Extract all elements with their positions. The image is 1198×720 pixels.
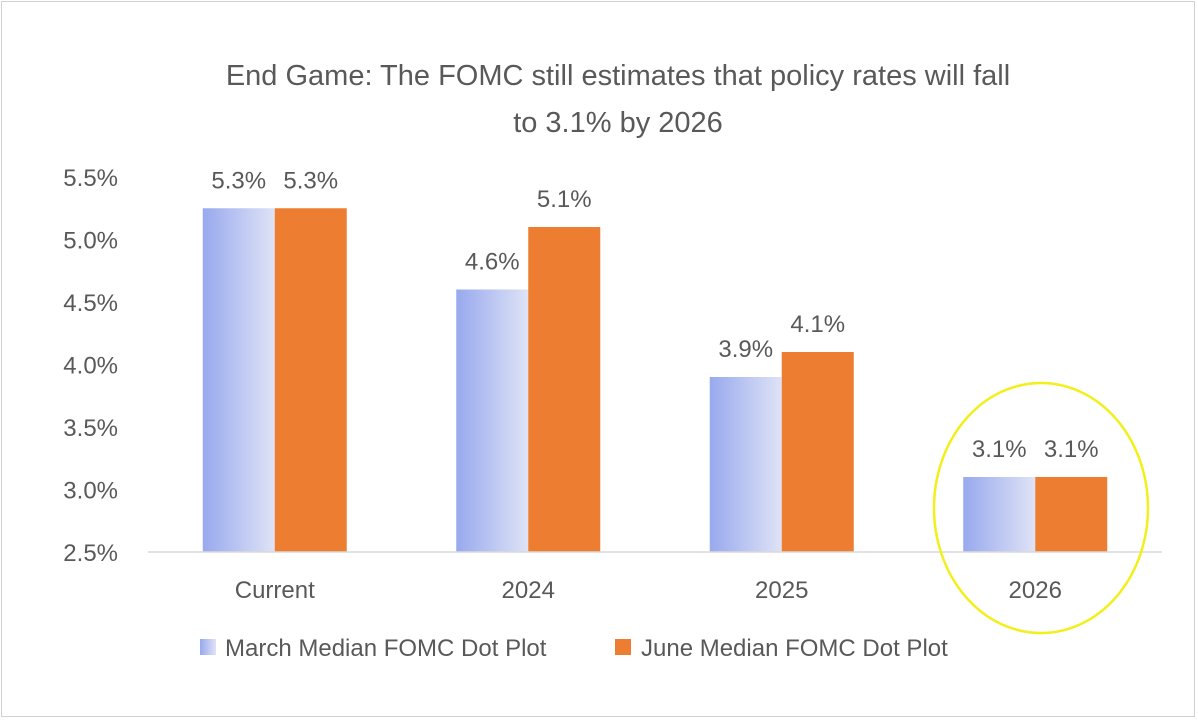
- legend-label-march: March Median FOMC Dot Plot: [225, 635, 547, 662]
- bar-june: [781, 352, 854, 552]
- legend-label-june: June Median FOMC Dot Plot: [641, 635, 948, 662]
- y-tick-label: 3.0%: [63, 478, 118, 505]
- bar-march: [202, 208, 275, 552]
- y-tick-label: 5.0%: [63, 228, 118, 255]
- highlight-circle: [932, 381, 1150, 635]
- data-label: 4.1%: [790, 311, 845, 338]
- x-tick-label: 2025: [755, 577, 808, 604]
- legend-swatch-june: [615, 639, 631, 655]
- bar-march: [963, 477, 1036, 552]
- data-label: 5.3%: [283, 167, 338, 194]
- bar-march: [709, 377, 782, 552]
- x-tick-label: 2026: [1009, 577, 1062, 604]
- data-label: 5.1%: [537, 186, 592, 213]
- x-tick-label: 2024: [502, 577, 555, 604]
- y-tick-label: 2.5%: [63, 540, 118, 567]
- legend: March Median FOMC Dot Plot June Median F…: [200, 635, 948, 662]
- chart-title: End Game: The FOMC still estimates that …: [226, 60, 1010, 92]
- data-label: 4.6%: [465, 249, 520, 276]
- legend-swatch-march: [200, 639, 216, 655]
- y-tick-label: 5.5%: [63, 165, 118, 192]
- data-label: 3.1%: [1044, 436, 1099, 463]
- x-tick-label: Current: [235, 577, 315, 604]
- data-label: 3.1%: [972, 436, 1027, 463]
- bar-june: [274, 208, 347, 552]
- bar-june: [528, 227, 601, 552]
- bar-june: [1035, 477, 1108, 552]
- y-tick-label: 3.5%: [63, 415, 118, 442]
- bar-march: [456, 289, 529, 552]
- y-tick-label: 4.0%: [63, 353, 118, 380]
- chart-title-line2: to 3.1% by 2026: [513, 107, 723, 139]
- data-label: 3.9%: [718, 336, 773, 363]
- y-tick-label: 4.5%: [63, 290, 118, 317]
- data-label: 5.3%: [211, 167, 266, 194]
